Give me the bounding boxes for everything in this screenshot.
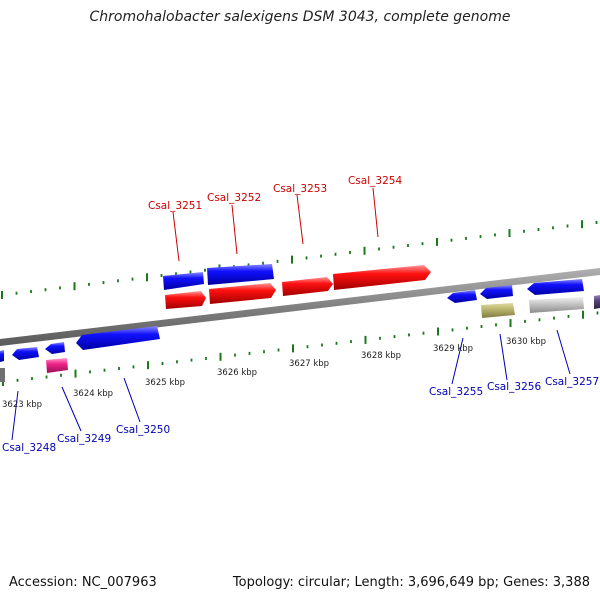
reverse-strand-ticks bbox=[2, 310, 599, 386]
gene-label-csal-3251[interactable]: Csal_3251 bbox=[148, 200, 202, 212]
gene-arrow[interactable] bbox=[0, 350, 4, 362]
gene-arrow[interactable] bbox=[594, 295, 600, 309]
scale-label: 3627 kbp bbox=[289, 359, 329, 369]
gene-arrow-csal-3257[interactable] bbox=[527, 279, 584, 295]
gene-label-csal-3252[interactable]: Csal_3252 bbox=[207, 192, 261, 204]
gene-arrow-csal-3256[interactable] bbox=[480, 285, 513, 299]
reverse-label-leaders bbox=[11, 329, 571, 441]
gene-label-csal-3257[interactable]: Csal_3257 bbox=[545, 376, 599, 388]
gene-label-csal-3248[interactable]: Csal_3248 bbox=[2, 442, 56, 454]
scale-label: 3624 kbp bbox=[73, 389, 113, 399]
genome-title: Chromohalobacter salexigens DSM 3043, co… bbox=[89, 9, 511, 25]
gene-arrow[interactable] bbox=[207, 264, 274, 285]
gene-arrow-csal-3248[interactable] bbox=[12, 347, 39, 360]
gene-arrow-csal-3249[interactable] bbox=[46, 358, 68, 373]
gene-label-csal-3256[interactable]: Csal_3256 bbox=[487, 381, 541, 393]
gene-arrow-csal-3252[interactable] bbox=[209, 283, 276, 304]
gene-arrow[interactable] bbox=[481, 303, 515, 318]
forward-label-leaders bbox=[172, 187, 379, 262]
gene-label-csal-3250[interactable]: Csal_3250 bbox=[116, 424, 170, 436]
gene-arrow[interactable] bbox=[163, 272, 204, 290]
backbone-fragment bbox=[0, 368, 5, 382]
scale-label: 3625 kbp bbox=[145, 378, 185, 388]
scale-label: 3629 kbp bbox=[433, 344, 473, 354]
scale-label: 3626 kbp bbox=[217, 368, 257, 378]
gene-arrow[interactable] bbox=[45, 342, 65, 354]
gene-label-csal-3249[interactable]: Csal_3249 bbox=[57, 433, 111, 445]
gene-label-csal-3253[interactable]: Csal_3253 bbox=[273, 183, 327, 195]
scale-label: 3623 kbp bbox=[2, 400, 42, 410]
gene-label-csal-3254[interactable]: Csal_3254 bbox=[348, 175, 402, 187]
gene-arrow-csal-3251[interactable] bbox=[165, 291, 206, 309]
gene-arrow-csal-3254[interactable] bbox=[333, 265, 431, 290]
genome-backbone bbox=[0, 268, 600, 346]
genome-summary: Topology: circular; Length: 3,696,649 bp… bbox=[232, 575, 590, 590]
gene-label-csal-3255[interactable]: Csal_3255 bbox=[429, 386, 483, 398]
gene-arrow-csal-3250[interactable] bbox=[76, 326, 160, 350]
accession-info: Accession: NC_007963 bbox=[9, 575, 157, 590]
gene-arrow[interactable] bbox=[529, 297, 584, 313]
gene-arrow-csal-3255[interactable] bbox=[447, 290, 477, 303]
scale-label: 3628 kbp bbox=[361, 351, 401, 361]
scale-label: 3630 kbp bbox=[506, 337, 546, 347]
gene-arrow-csal-3253[interactable] bbox=[282, 277, 333, 296]
